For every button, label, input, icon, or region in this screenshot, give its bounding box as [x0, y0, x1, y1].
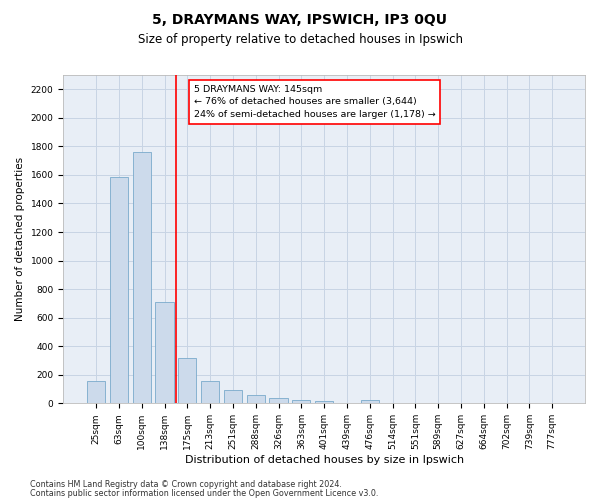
Bar: [292, 400, 310, 404]
Bar: [315, 401, 333, 404]
Bar: [361, 400, 379, 404]
Y-axis label: Number of detached properties: Number of detached properties: [15, 157, 25, 321]
Bar: [269, 398, 287, 404]
Bar: [133, 152, 151, 404]
Bar: [87, 380, 105, 404]
Bar: [201, 380, 219, 404]
Text: Contains public sector information licensed under the Open Government Licence v3: Contains public sector information licen…: [30, 488, 379, 498]
Bar: [155, 302, 173, 404]
Bar: [110, 177, 128, 404]
Text: Contains HM Land Registry data © Crown copyright and database right 2024.: Contains HM Land Registry data © Crown c…: [30, 480, 342, 489]
Text: Size of property relative to detached houses in Ipswich: Size of property relative to detached ho…: [137, 32, 463, 46]
Bar: [383, 402, 401, 404]
Text: 5 DRAYMANS WAY: 145sqm
← 76% of detached houses are smaller (3,644)
24% of semi-: 5 DRAYMANS WAY: 145sqm ← 76% of detached…: [194, 85, 436, 119]
Bar: [178, 358, 196, 404]
Bar: [338, 402, 356, 404]
Bar: [247, 396, 265, 404]
X-axis label: Distribution of detached houses by size in Ipswich: Distribution of detached houses by size …: [185, 455, 464, 465]
Bar: [224, 390, 242, 404]
Text: 5, DRAYMANS WAY, IPSWICH, IP3 0QU: 5, DRAYMANS WAY, IPSWICH, IP3 0QU: [152, 12, 448, 26]
